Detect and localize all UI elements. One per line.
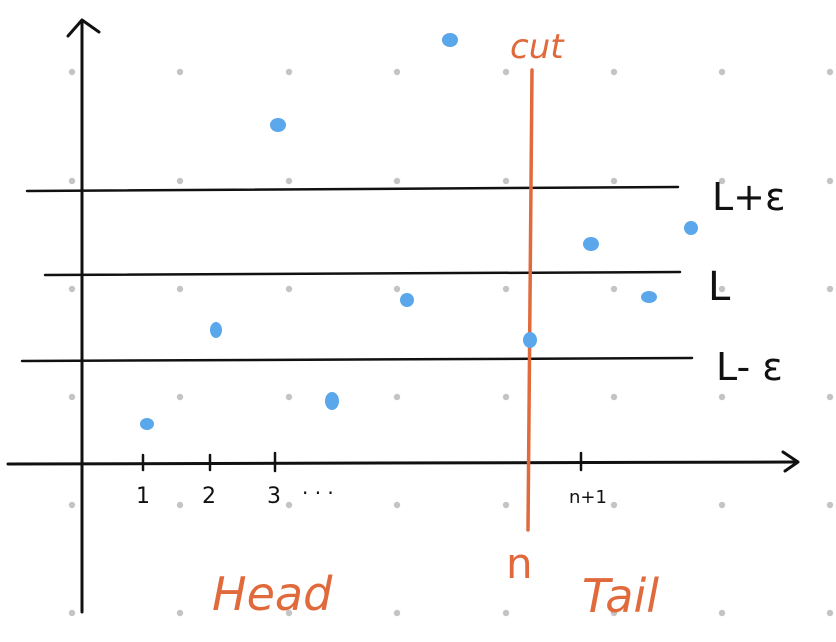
grid-dot bbox=[285, 285, 293, 293]
point-2 bbox=[210, 322, 222, 338]
grid-dot bbox=[610, 285, 618, 293]
grid-dot bbox=[393, 285, 401, 293]
grid-dot bbox=[826, 177, 834, 185]
point-3 bbox=[270, 118, 286, 132]
limit-label: L bbox=[708, 264, 731, 310]
grid-dot bbox=[610, 501, 618, 509]
point-n-plus-3 bbox=[684, 221, 698, 235]
tick-label-1: 1 bbox=[136, 484, 150, 509]
grid-dot bbox=[826, 501, 834, 509]
grid-dot bbox=[718, 68, 726, 76]
grid-dot bbox=[68, 501, 76, 509]
n-label: n bbox=[506, 539, 533, 588]
tick-label-n-plus-1: n+1 bbox=[569, 487, 607, 508]
grid-dot bbox=[826, 285, 834, 293]
grid-dot bbox=[718, 501, 726, 509]
cut-line bbox=[526, 68, 534, 532]
grid-dot bbox=[502, 393, 510, 401]
grid-dot bbox=[176, 393, 184, 401]
point-5 bbox=[400, 293, 414, 307]
grid-dot bbox=[610, 177, 618, 185]
grid-dot bbox=[502, 68, 510, 76]
point-n bbox=[523, 332, 537, 348]
grid-dot bbox=[176, 501, 184, 509]
grid-dot bbox=[68, 285, 76, 293]
upper-band-label: L+ε bbox=[712, 175, 786, 219]
upper-band-line bbox=[25, 185, 680, 193]
tail-label: Tail bbox=[582, 569, 659, 623]
grid-dot bbox=[176, 609, 184, 617]
grid-dot bbox=[718, 285, 726, 293]
cut-label: cut bbox=[510, 27, 565, 67]
grid-dot bbox=[393, 501, 401, 509]
head-label: Head bbox=[212, 567, 333, 621]
grid-dot bbox=[502, 285, 510, 293]
point-n-plus-2 bbox=[641, 291, 657, 303]
y-axis-arrow-head bbox=[66, 18, 101, 38]
grid-dot bbox=[285, 393, 293, 401]
grid-dot bbox=[68, 609, 76, 617]
grid-dot bbox=[285, 68, 293, 76]
grid-dot bbox=[502, 501, 510, 509]
grid-dot bbox=[176, 285, 184, 293]
sequence-points bbox=[140, 33, 698, 430]
grid-dot bbox=[393, 393, 401, 401]
grid-dot bbox=[826, 68, 834, 76]
dot-grid bbox=[68, 68, 834, 617]
point-n-plus-1 bbox=[583, 237, 599, 251]
tick-label-3: 3 bbox=[267, 484, 281, 509]
lower-band-line bbox=[20, 356, 694, 363]
limit-line bbox=[43, 270, 682, 277]
grid-dot bbox=[826, 393, 834, 401]
grid-dot bbox=[68, 68, 76, 76]
grid-dot bbox=[285, 177, 293, 185]
grid-dot bbox=[826, 609, 834, 617]
x-axis-arrow-head bbox=[781, 450, 800, 473]
x-axis bbox=[6, 460, 798, 466]
lower-band-label: L- ε bbox=[716, 345, 783, 389]
grid-dot bbox=[718, 393, 726, 401]
grid-dot bbox=[393, 177, 401, 185]
grid-dot bbox=[68, 393, 76, 401]
point-4 bbox=[325, 392, 339, 410]
grid-dot bbox=[176, 177, 184, 185]
grid-dot bbox=[68, 177, 76, 185]
point-1 bbox=[140, 418, 154, 430]
grid-dot bbox=[610, 609, 618, 617]
tick-label-ellipsis: · · · bbox=[302, 481, 334, 505]
grid-dot bbox=[502, 177, 510, 185]
point-6 bbox=[442, 33, 458, 47]
grid-dot bbox=[285, 501, 293, 509]
grid-dot bbox=[393, 68, 401, 76]
grid-dot bbox=[502, 609, 510, 617]
grid-dot bbox=[610, 393, 618, 401]
grid-dot bbox=[285, 609, 293, 617]
grid-dot bbox=[610, 68, 618, 76]
grid-dot bbox=[718, 609, 726, 617]
grid-dot bbox=[176, 68, 184, 76]
tick-label-2: 2 bbox=[202, 484, 216, 509]
grid-dot bbox=[393, 609, 401, 617]
grid-dot bbox=[718, 177, 726, 185]
